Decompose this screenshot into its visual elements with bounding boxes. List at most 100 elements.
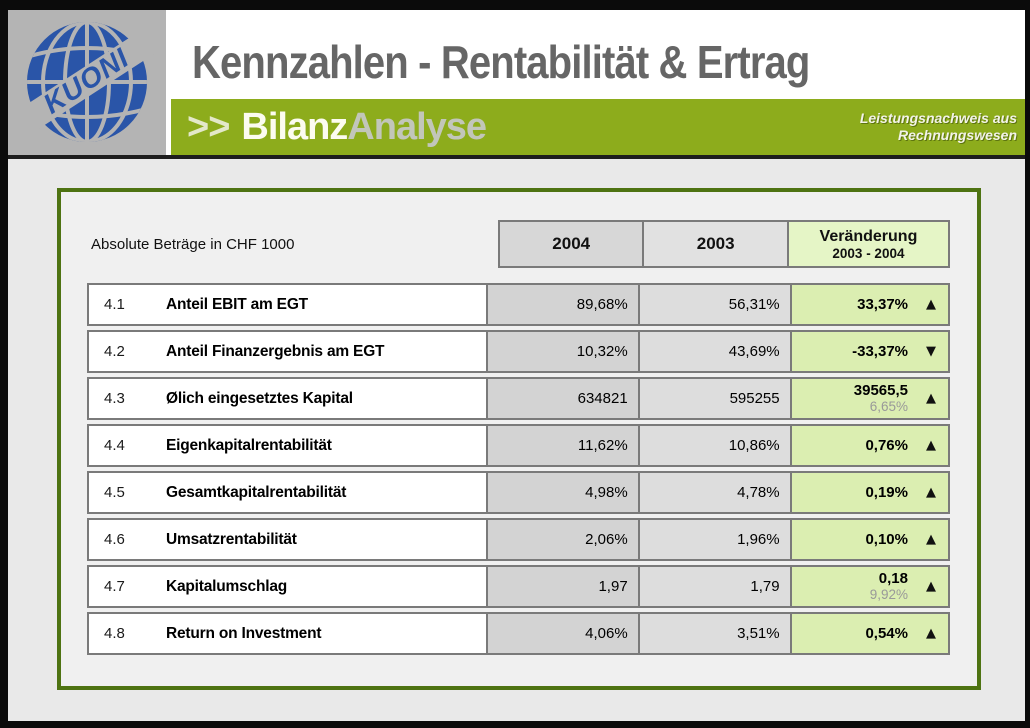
table-row: 4.5 Gesamtkapitalrentabilität 4,98% 4,78… <box>87 471 950 514</box>
row-value-2003: 10,86% <box>637 426 790 465</box>
row-value-2004: 634821 <box>485 379 638 418</box>
content-box: Absolute Beträge in CHF 1000 2004 2003 V… <box>57 188 981 690</box>
change-values: 0,10% <box>792 531 914 548</box>
row-label-cell: 4.3 Ølich eingesetztes Kapital <box>89 379 486 418</box>
table-row: 4.6 Umsatzrentabilität 2,06% 1,96% 0,10%… <box>87 518 950 561</box>
table-row: 4.4 Eigenkapitalrentabilität 11,62% 10,8… <box>87 424 950 467</box>
banner-brand: >> Bilanz Analyse <box>171 105 487 149</box>
change-cell: 0,54% ▲ <box>789 614 948 653</box>
change-cell: 39565,5 6,65% ▲ <box>789 379 948 418</box>
row-number: 4.5 <box>104 484 125 501</box>
banner: >> Bilanz Analyse Leistungsnachweis aus … <box>171 99 1025 155</box>
table-caption: Absolute Beträge in CHF 1000 <box>91 235 295 253</box>
row-number: 4.3 <box>104 390 125 407</box>
table-row: 4.1 Anteil EBIT am EGT 89,68% 56,31% 33,… <box>87 283 950 326</box>
change-cell: 33,37% ▲ <box>789 285 948 324</box>
column-header-2004: 2004 <box>500 222 643 266</box>
metrics-table: Absolute Beträge in CHF 1000 2004 2003 V… <box>87 220 950 655</box>
change-cell: 0,18 9,92% ▲ <box>789 567 948 606</box>
banner-tagline: Leistungsnachweis aus Rechnungswesen <box>860 110 1025 144</box>
change-arrow-icon: ▲ <box>926 532 936 547</box>
row-label-cell: 4.8 Return on Investment <box>89 614 486 653</box>
row-value-2003: 43,69% <box>637 332 790 371</box>
change-values: 0,19% <box>792 484 914 501</box>
banner-word-primary: Bilanz <box>241 105 348 148</box>
row-value-2004: 4,98% <box>485 473 638 512</box>
row-number: 4.4 <box>104 437 125 454</box>
table-header-cells: 2004 2003 Veränderung 2003 - 2004 <box>498 220 950 268</box>
row-value-2003: 595255 <box>637 379 790 418</box>
column-header-change-line1: Veränderung <box>819 227 918 245</box>
row-label-cell: 4.6 Umsatzrentabilität <box>89 520 486 559</box>
row-value-2004: 89,68% <box>485 285 638 324</box>
kuoni-logo: KUONI <box>8 10 166 155</box>
row-label: Return on Investment <box>166 624 322 642</box>
row-label-cell: 4.5 Gesamtkapitalrentabilität <box>89 473 486 512</box>
change-value: 0,10% <box>865 531 908 548</box>
change-arrow-icon: ▲ <box>926 438 936 453</box>
row-value-2003: 3,51% <box>637 614 790 653</box>
change-arrow-icon: ▲ <box>926 391 936 406</box>
change-cell: -33,37% ▼ <box>789 332 948 371</box>
change-value: 0,76% <box>865 437 908 454</box>
change-arrow-icon: ▲ <box>926 579 936 594</box>
change-values: 0,76% <box>792 437 914 454</box>
row-label: Umsatzrentabilität <box>166 530 297 548</box>
table-row: 4.3 Ølich eingesetztes Kapital 634821 59… <box>87 377 950 420</box>
change-arrow-icon: ▼ <box>926 344 936 359</box>
change-cell: 0,10% ▲ <box>789 520 948 559</box>
change-value: -33,37% <box>852 343 908 360</box>
change-value: 0,19% <box>865 484 908 501</box>
change-sub-value: 9,92% <box>869 587 908 602</box>
column-header-change: Veränderung 2003 - 2004 <box>788 222 948 266</box>
change-values: 0,18 9,92% <box>792 570 914 603</box>
table-row: 4.7 Kapitalumschlag 1,97 1,79 0,18 9,92%… <box>87 565 950 608</box>
change-sub-value: 6,65% <box>869 399 908 414</box>
change-value: 0,54% <box>865 625 908 642</box>
row-value-2004: 11,62% <box>485 426 638 465</box>
table-body: 4.1 Anteil EBIT am EGT 89,68% 56,31% 33,… <box>87 283 950 655</box>
row-value-2003: 1,96% <box>637 520 790 559</box>
row-value-2004: 1,97 <box>485 567 638 606</box>
row-label: Kapitalumschlag <box>166 577 288 595</box>
change-value: 0,18 <box>878 570 908 587</box>
row-label: Eigenkapitalrentabilität <box>166 436 332 454</box>
chevrons-icon: >> <box>187 105 230 148</box>
change-arrow-icon: ▲ <box>926 626 936 641</box>
row-label: Gesamtkapitalrentabilität <box>166 483 347 501</box>
change-value: 39565,5 <box>853 382 908 399</box>
change-arrow-icon: ▲ <box>926 485 936 500</box>
tagline-line1: Leistungsnachweis aus <box>859 110 1017 126</box>
change-values: 0,54% <box>792 625 914 642</box>
change-values: -33,37% <box>792 343 914 360</box>
column-header-2003: 2003 <box>642 222 789 266</box>
table-row: 4.8 Return on Investment 4,06% 3,51% 0,5… <box>87 612 950 655</box>
row-number: 4.7 <box>104 578 125 595</box>
row-label-cell: 4.4 Eigenkapitalrentabilität <box>89 426 486 465</box>
row-number: 4.6 <box>104 531 125 548</box>
row-value-2004: 2,06% <box>485 520 638 559</box>
row-number: 4.2 <box>104 343 125 360</box>
row-label-cell: 4.1 Anteil EBIT am EGT <box>89 285 486 324</box>
row-label: Anteil EBIT am EGT <box>166 295 308 313</box>
globe-icon: KUONI <box>8 13 166 150</box>
row-label: Anteil Finanzergebnis am EGT <box>166 342 385 360</box>
change-value: 33,37% <box>857 296 908 313</box>
change-arrow-icon: ▲ <box>926 297 936 312</box>
row-label-cell: 4.2 Anteil Finanzergebnis am EGT <box>89 332 486 371</box>
page-title: Kennzahlen - Rentabilität & Ertrag <box>192 35 810 88</box>
tagline-line2: Rechnungswesen <box>897 127 1017 143</box>
row-label: Ølich eingesetztes Kapital <box>166 389 353 407</box>
change-cell: 0,76% ▲ <box>789 426 948 465</box>
row-value-2003: 4,78% <box>637 473 790 512</box>
table-row: 4.2 Anteil Finanzergebnis am EGT 10,32% … <box>87 330 950 373</box>
change-values: 39565,5 6,65% <box>792 382 914 415</box>
row-number: 4.8 <box>104 625 125 642</box>
header-divider <box>8 155 1025 159</box>
banner-word-secondary: Analyse <box>347 105 487 148</box>
row-value-2004: 10,32% <box>485 332 638 371</box>
row-value-2003: 56,31% <box>637 285 790 324</box>
row-value-2004: 4,06% <box>485 614 638 653</box>
row-value-2003: 1,79 <box>637 567 790 606</box>
